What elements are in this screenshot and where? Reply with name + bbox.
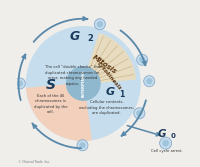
Wedge shape — [27, 84, 91, 140]
Circle shape — [77, 140, 88, 151]
Wedge shape — [83, 34, 135, 84]
Circle shape — [163, 140, 168, 146]
Circle shape — [134, 108, 145, 119]
Circle shape — [137, 54, 148, 65]
Text: S: S — [45, 78, 55, 92]
Text: 1: 1 — [119, 90, 124, 99]
Text: © Clinical Tools, Inc.: © Clinical Tools, Inc. — [18, 160, 50, 164]
Text: G: G — [158, 129, 166, 139]
Text: Each of the 46
chromosomes is
duplicated by the
cell.: Each of the 46 chromosomes is duplicated… — [34, 94, 67, 114]
Circle shape — [17, 81, 22, 86]
Text: G: G — [105, 87, 115, 97]
Text: 0: 0 — [171, 133, 176, 139]
Circle shape — [147, 79, 152, 84]
Circle shape — [94, 19, 105, 30]
Text: Cell cycle arrest.: Cell cycle arrest. — [151, 149, 182, 153]
Text: 2: 2 — [87, 34, 93, 43]
Text: The cell “double checks” the
duplicated chromosomes for
error, making any needed: The cell “double checks” the duplicated … — [45, 65, 100, 86]
Text: Cellular contents,
excluding the chromosomes,
are duplicated.: Cellular contents, excluding the chromos… — [79, 100, 134, 115]
Circle shape — [80, 143, 85, 148]
Text: Cytokinesis: Cytokinesis — [96, 61, 123, 92]
Circle shape — [144, 76, 155, 87]
Text: INTERPHASE: INTERPHASE — [81, 70, 85, 97]
Circle shape — [67, 67, 100, 100]
Text: Mitosis: Mitosis — [92, 54, 118, 75]
Circle shape — [14, 78, 25, 89]
Circle shape — [27, 27, 140, 140]
Circle shape — [97, 22, 102, 27]
Circle shape — [160, 137, 172, 149]
Circle shape — [140, 57, 145, 62]
Circle shape — [137, 111, 142, 116]
Text: G: G — [70, 30, 80, 43]
